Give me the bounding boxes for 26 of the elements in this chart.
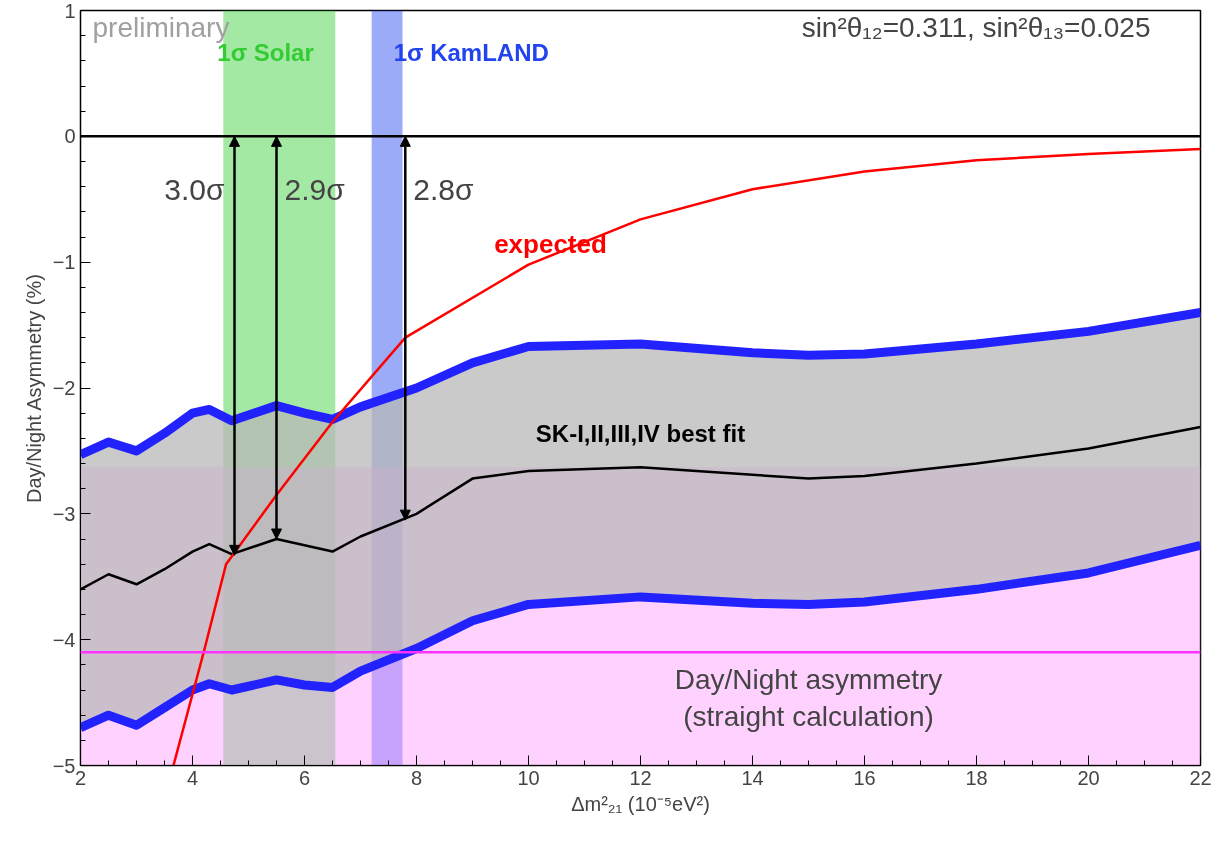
x-tick-label: 12 [629,766,652,789]
annotation: sin²θ₁₂=0.311, sin²θ₁₃=0.025 [801,11,1151,43]
x-axis-title: Δm²₂₁ (10⁻⁵eV²) [571,792,710,815]
y-tick-label: −5 [52,754,76,777]
x-tick-label: 2 [74,766,87,789]
y-tick-label: 0 [64,125,76,148]
x-tick-label: 22 [1189,766,1212,789]
y-tick-label: −3 [52,502,76,525]
x-tick-label: 10 [517,766,540,789]
y-tick-label: −2 [52,377,76,399]
band-label: 1σ KamLAND [393,38,549,66]
y-tick-label: −4 [52,628,76,651]
ref-line-label: Day/Night asymmetry (straight calculation) [674,664,943,733]
annotation: 3.0σ [164,173,225,207]
annotation: 2.8σ [413,173,474,207]
series-label: SK-I,II,III,IV best fit [535,420,746,448]
x-tick-label: 14 [741,766,764,789]
x-tick-label: 16 [853,766,876,789]
x-tick-label: 20 [1077,766,1100,789]
x-tick-label: 4 [186,766,199,789]
y-axis-title: Day/Night Asymmetry (%) [22,274,45,504]
y-tick-label: 1 [64,0,76,22]
x-tick-label: 6 [298,766,311,789]
x-tick-label: 18 [965,766,988,789]
x-tick-label: 8 [410,766,423,789]
y-tick-label: −1 [52,251,76,274]
